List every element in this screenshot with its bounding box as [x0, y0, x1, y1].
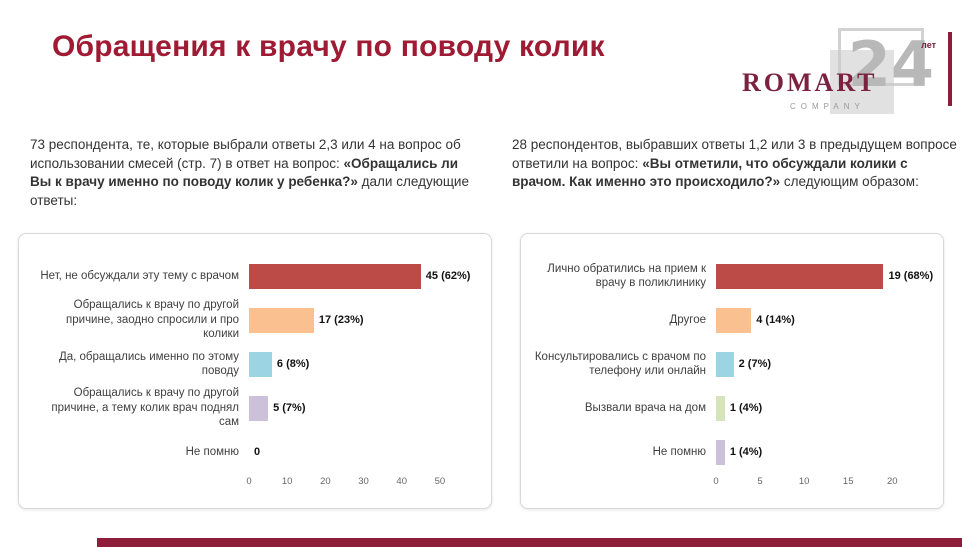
value-label: 0: [254, 446, 261, 458]
chart-row: Лично обратились на прием к врачу в поли…: [531, 254, 934, 298]
page-title: Обращения к врачу по поводу колик: [52, 30, 605, 63]
chart-axis: 0 5 10 15 20: [713, 474, 931, 490]
plot-area: 1 (4%): [716, 393, 931, 423]
axis-tick: 40: [396, 476, 408, 487]
logo-accent-line: [948, 32, 952, 106]
chart-card-right: Лично обратились на прием к врачу в поли…: [520, 233, 944, 509]
footer-accent-bar: [97, 538, 962, 547]
intro-text-run: следующим образом:: [780, 174, 919, 190]
intro-text-run: дали следующие ответы:: [30, 174, 469, 208]
category-label: Вызвали врача на дом: [584, 401, 706, 414]
bar: [716, 307, 752, 333]
category-label: Да, обращались именно по этому поводу: [58, 350, 239, 377]
bar: [249, 263, 421, 289]
chart-row: Нет, не обсуждали эту тему с врачом 45 (6…: [29, 254, 479, 298]
value-label: 19 (68%): [888, 270, 934, 282]
value-label: 5 (7%): [273, 402, 306, 414]
axis-tick: 15: [842, 476, 854, 487]
value-label: 45 (62%): [425, 270, 471, 282]
category-label: Консультировались с врачом по телефону и…: [534, 350, 706, 377]
logo-company-name: ROMART: [742, 68, 878, 97]
bar: [716, 351, 734, 377]
bar: [716, 395, 725, 421]
plot-area: 45 (62%): [249, 261, 479, 291]
bar: [249, 395, 269, 421]
intro-text-right: 28 респондентов, выбравших ответы 1,2 ил…: [512, 136, 958, 192]
axis-tick: 20: [320, 476, 331, 487]
axis-tick: 0: [246, 476, 252, 487]
bar: [249, 307, 314, 333]
chart-row: Другое 4 (14%): [531, 298, 931, 342]
chart-row: Обращались к врачу по другой причине, за…: [29, 298, 479, 342]
chart-row: Да, обращались именно по этому поводу 6 (…: [29, 342, 479, 386]
axis-tick: 10: [281, 476, 293, 487]
category-label: Не помню: [185, 445, 239, 458]
chart-card-left: Нет, не обсуждали эту тему с врачом 45 (6…: [18, 233, 492, 509]
category-label: Обращались к врачу по другой причине, за…: [66, 299, 239, 341]
chart-row: Консультировались с врачом по телефону и…: [531, 342, 931, 386]
category-label: Обращались к врачу по другой причине, а …: [51, 387, 239, 429]
chart-row: Не помню 0: [29, 430, 479, 474]
chart-rows: Лично обратились на прием к врачу в поли…: [531, 254, 934, 474]
bar: [249, 351, 272, 377]
value-label: 6 (8%): [276, 358, 310, 370]
category-label: Лично обратились на прием к врачу в поли…: [547, 262, 706, 289]
chart-axis: 0 10 20 30 40 50: [246, 474, 479, 490]
category-label: Другое: [669, 313, 706, 326]
value-label: 1 (4%): [729, 402, 763, 414]
plot-area: 0: [249, 437, 479, 467]
axis-row: 0 5 10 15 20: [531, 474, 931, 492]
chart-rows: Нет, не обсуждали эту тему с врачом 45 (6…: [29, 254, 479, 474]
axis-tick: 5: [757, 476, 763, 487]
value-label: 2 (7%): [738, 358, 772, 370]
plot-area: 2 (7%): [716, 349, 931, 379]
logo-square-fill: [830, 50, 894, 114]
intro-text-bold: «Вы отметили, что обсуждали колики с вра…: [512, 155, 908, 190]
value-label: 4 (14%): [756, 314, 795, 326]
axis-tick: 10: [798, 476, 810, 487]
value-label: 17 (23%): [318, 314, 364, 326]
bar: [716, 439, 725, 465]
intro-text-run: 73 респондента, те, которые выбрали отве…: [30, 137, 461, 171]
plot-area: 4 (14%): [716, 305, 931, 335]
axis-tick: 0: [713, 476, 719, 487]
intro-text-left: 73 респондента, те, которые выбрали отве…: [30, 136, 482, 211]
plot-area: 19 (68%): [716, 261, 934, 291]
chart-row: Обращались к врачу по другой причине, а …: [29, 386, 479, 430]
value-label: 1 (4%): [729, 446, 763, 458]
axis-tick: 50: [434, 476, 446, 487]
chart-right: Лично обратились на прием к врачу в поли…: [531, 246, 934, 500]
intro-text-bold: «Обращались ли Вы к врачу именно по пово…: [30, 155, 459, 190]
plot-area: 6 (8%): [249, 349, 479, 379]
chart-row: Вызвали врача на дом 1 (4%): [531, 386, 931, 430]
axis-row: 0 10 20 30 40 50: [29, 474, 479, 492]
plot-area: 17 (23%): [249, 305, 479, 335]
axis-tick: 30: [358, 476, 369, 487]
chart-left: Нет, не обсуждали эту тему с врачом 45 (6…: [29, 246, 479, 500]
intro-text-run: 28 респондентов, выбравших ответы 1,2 ил…: [512, 137, 957, 171]
logo-company-sub: COMPANY: [790, 102, 865, 111]
logo-anniversary-label: лет: [921, 40, 936, 50]
category-label: Нет, не обсуждали эту тему с врачом: [40, 269, 239, 282]
plot-area: 1 (4%): [716, 437, 931, 467]
axis-tick: 20: [887, 476, 898, 487]
chart-row: Не помню 1 (4%): [531, 430, 931, 474]
romart-logo: 24 лет ROMART COMPANY: [742, 26, 952, 126]
plot-area: 5 (7%): [249, 393, 479, 423]
logo-anniversary-number: 24: [847, 28, 934, 101]
bar: [716, 263, 884, 289]
category-label: Не помню: [652, 445, 706, 458]
